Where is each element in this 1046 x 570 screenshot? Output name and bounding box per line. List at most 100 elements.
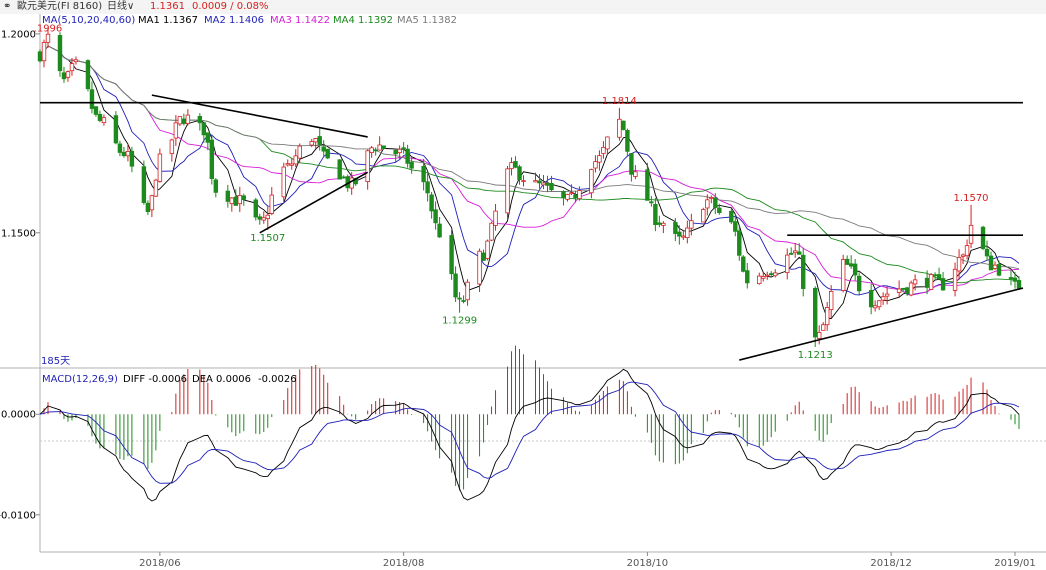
candle[interactable] [1012, 272, 1018, 289]
candle[interactable] [185, 109, 191, 126]
candle[interactable] [872, 300, 878, 312]
candle[interactable] [509, 157, 514, 176]
link-icon[interactable]: ⚭ [3, 1, 12, 12]
candle[interactable] [213, 178, 219, 198]
candle[interactable] [113, 111, 119, 145]
candle[interactable] [952, 262, 958, 297]
candle[interactable] [449, 229, 454, 280]
candle[interactable] [377, 136, 382, 151]
candle[interactable] [453, 266, 458, 302]
candle[interactable] [569, 184, 574, 196]
candle[interactable] [201, 122, 207, 143]
candle[interactable] [1008, 269, 1014, 286]
candle[interactable] [1016, 276, 1022, 289]
candle[interactable] [429, 191, 434, 219]
candle[interactable] [773, 269, 778, 278]
candle[interactable] [625, 128, 630, 157]
candle[interactable] [765, 271, 770, 280]
candle[interactable] [980, 225, 986, 251]
candle[interactable] [281, 162, 286, 202]
candle[interactable] [928, 272, 934, 290]
candle[interactable] [908, 280, 914, 297]
candle[interactable] [589, 168, 594, 199]
candle[interactable] [737, 225, 742, 261]
candle[interactable] [789, 247, 794, 255]
candle[interactable] [41, 39, 47, 68]
candle[interactable] [465, 279, 470, 306]
candle[interactable] [373, 147, 378, 156]
candle[interactable] [629, 153, 634, 182]
candle[interactable] [900, 287, 906, 292]
candle[interactable] [297, 143, 302, 163]
candle[interactable] [785, 248, 790, 280]
candle[interactable] [153, 178, 159, 197]
candle[interactable] [828, 285, 834, 319]
candle[interactable] [852, 259, 858, 281]
candle[interactable] [757, 272, 762, 285]
candle[interactable] [241, 193, 246, 206]
candle[interactable] [884, 286, 890, 305]
candle[interactable] [225, 184, 231, 208]
candle[interactable] [956, 249, 962, 280]
candle[interactable] [988, 251, 994, 271]
candle[interactable] [717, 203, 722, 215]
candle[interactable] [69, 57, 75, 76]
candle[interactable] [317, 128, 322, 151]
candle[interactable] [793, 243, 798, 258]
candle[interactable] [521, 175, 526, 187]
candle[interactable] [709, 195, 714, 204]
candle[interactable] [992, 261, 998, 271]
candle[interactable] [936, 267, 942, 280]
candle[interactable] [565, 193, 570, 202]
candle[interactable] [85, 59, 91, 92]
candle[interactable] [621, 120, 626, 131]
candle[interactable] [657, 215, 662, 228]
candle[interactable] [797, 243, 802, 255]
candle[interactable] [489, 221, 494, 242]
candle[interactable] [45, 28, 51, 48]
candle[interactable] [169, 138, 175, 162]
candle[interactable] [876, 300, 882, 310]
trendline[interactable] [151, 94, 368, 138]
candle[interactable] [733, 213, 738, 237]
candle[interactable] [141, 160, 147, 205]
candle[interactable] [505, 165, 510, 220]
candle[interactable] [820, 322, 826, 331]
candle[interactable] [181, 113, 187, 126]
candle[interactable] [397, 145, 402, 161]
candle[interactable] [61, 66, 67, 83]
candle[interactable] [593, 155, 598, 173]
candle[interactable] [513, 156, 518, 169]
candle[interactable] [960, 253, 966, 265]
candle[interactable] [705, 194, 710, 216]
candle[interactable] [145, 200, 151, 216]
candle[interactable] [37, 49, 43, 63]
candle[interactable] [896, 280, 902, 299]
period-select[interactable]: 日线∨ [107, 1, 134, 13]
candle[interactable] [605, 136, 610, 156]
ma-legend-label[interactable]: MA(5,10,20,40,60) [42, 15, 136, 26]
candle[interactable] [844, 255, 850, 265]
candle[interactable] [73, 56, 79, 65]
candle[interactable] [325, 148, 330, 160]
candle[interactable] [481, 249, 486, 261]
candle[interactable] [401, 142, 406, 154]
candle[interactable] [996, 260, 1002, 277]
candle[interactable] [745, 263, 750, 289]
candle[interactable] [741, 255, 746, 273]
candle[interactable] [285, 159, 290, 167]
candle[interactable] [117, 140, 123, 157]
candle[interactable] [761, 272, 766, 282]
candle[interactable] [813, 286, 818, 347]
candle[interactable] [313, 137, 318, 149]
candle[interactable] [205, 132, 211, 151]
candle[interactable] [433, 201, 438, 230]
candle[interactable] [633, 165, 638, 180]
candle[interactable] [537, 174, 542, 189]
candle[interactable] [517, 164, 522, 185]
candle[interactable] [209, 135, 215, 185]
candle[interactable] [157, 148, 163, 183]
candle[interactable] [940, 271, 946, 291]
candle[interactable] [984, 240, 990, 261]
candle[interactable] [289, 158, 294, 170]
